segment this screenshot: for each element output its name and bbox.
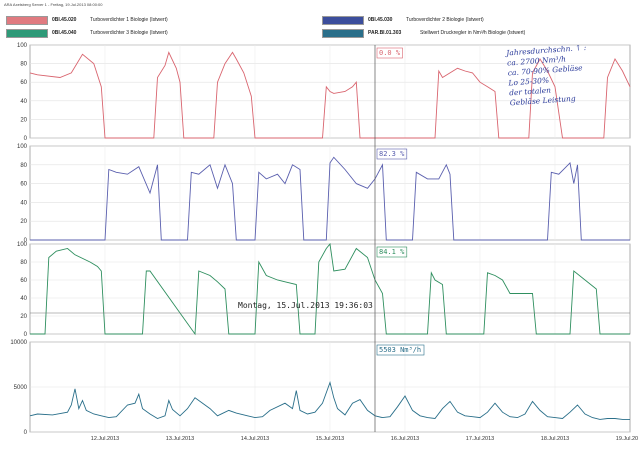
y-tick-label: 100 xyxy=(17,242,28,248)
cursor-datetime-label: Montag, 15.Jul.2013 19:36:03 xyxy=(238,301,373,310)
legend-code: 0BI.45.040 xyxy=(52,30,77,36)
series-line-PAR.BI.01.303 xyxy=(29,380,630,420)
x-tick-label: 15.Jul.2013 xyxy=(316,436,344,442)
legend-swatch xyxy=(6,29,48,38)
cursor-value-box xyxy=(376,148,408,160)
y-tick-label: 40 xyxy=(20,296,27,302)
cursor-value-label: 84.1 % xyxy=(379,248,405,256)
cursor-value-box xyxy=(376,344,425,356)
legend-desc: Turboverdichter 1 Biologie (Istwert) xyxy=(90,17,168,23)
y-tick-label: 40 xyxy=(20,200,27,206)
handwritten-note: Jahresdurchschn. ↑ : ca. 2700 Nm³/h ca. … xyxy=(506,40,638,109)
x-tick-label: 12.Jul.2013 xyxy=(91,436,119,442)
legend-desc: Turboverdichter 2 Biologie (Istwert) xyxy=(406,17,484,23)
y-tick-label: 0 xyxy=(24,332,28,338)
legend-item-2[interactable]: 0BI.45.030 Turboverdichter 2 Biologie (I… xyxy=(322,16,622,26)
series-line-0BI.45.040 xyxy=(30,242,630,336)
y-tick-label: 80 xyxy=(20,260,27,266)
legend-item-4[interactable]: PAR.BI.01.303 Stellwert Druckregler in N… xyxy=(322,29,632,39)
legend-code: 0BI.45.030 xyxy=(368,17,393,23)
legend-swatch xyxy=(322,29,364,38)
y-tick-label: 60 xyxy=(20,80,27,86)
y-tick-label: 20 xyxy=(20,219,27,225)
x-tick-label: 19.Jul.2013 xyxy=(616,436,638,442)
y-tick-label: 40 xyxy=(20,99,27,105)
cursor-value-label: 82.3 % xyxy=(379,150,405,158)
x-tick-label: 14.Jul.2013 xyxy=(241,436,269,442)
y-tick-label: 80 xyxy=(20,62,27,68)
y-tick-label: 5000 xyxy=(14,385,28,391)
y-tick-label: 0 xyxy=(24,238,28,244)
legend-swatch xyxy=(6,16,48,25)
legend-code: 0BI.45.020 xyxy=(52,17,77,23)
y-tick-label: 80 xyxy=(20,163,27,169)
y-tick-label: 20 xyxy=(20,314,27,320)
x-tick-label: 13.Jul.2013 xyxy=(166,436,194,442)
y-tick-label: 100 xyxy=(17,144,28,150)
legend-desc: Stellwert Druckregler in Nm³/h Biologie … xyxy=(420,30,526,36)
legend-item-3[interactable]: 0BI.45.040 Turboverdichter 3 Biologie (I… xyxy=(6,29,306,39)
series-line-0BI.45.020 xyxy=(29,51,631,139)
x-tick-label: 18.Jul.2013 xyxy=(541,436,569,442)
legend-swatch xyxy=(322,16,364,25)
x-tick-label: 16.Jul.2013 xyxy=(391,436,419,442)
cursor-value-label: 5503 Nm³/h xyxy=(379,346,421,354)
y-tick-label: 60 xyxy=(20,278,27,284)
legend-desc: Turboverdichter 3 Biologie (Istwert) xyxy=(90,30,168,36)
x-tick-label: 17.Jul.2013 xyxy=(466,436,494,442)
cursor-value-box xyxy=(376,246,408,258)
y-tick-label: 60 xyxy=(20,182,27,188)
header-title: ARA Axelsberg Server 1 - Freitag, 19.Jul… xyxy=(4,2,103,7)
cursor-value-box xyxy=(376,47,403,59)
y-tick-label: 20 xyxy=(20,117,27,123)
legend-item-1[interactable]: 0BI.45.020 Turboverdichter 1 Biologie (I… xyxy=(6,16,306,26)
y-tick-label: 10000 xyxy=(10,340,27,346)
y-tick-label: 100 xyxy=(17,43,28,49)
y-tick-label: 0 xyxy=(24,136,28,142)
y-tick-label: 0 xyxy=(24,430,28,436)
cursor-value-label: 0.0 % xyxy=(379,49,401,57)
legend-code: PAR.BI.01.303 xyxy=(368,30,402,36)
series-line-0BI.45.030 xyxy=(30,156,630,241)
